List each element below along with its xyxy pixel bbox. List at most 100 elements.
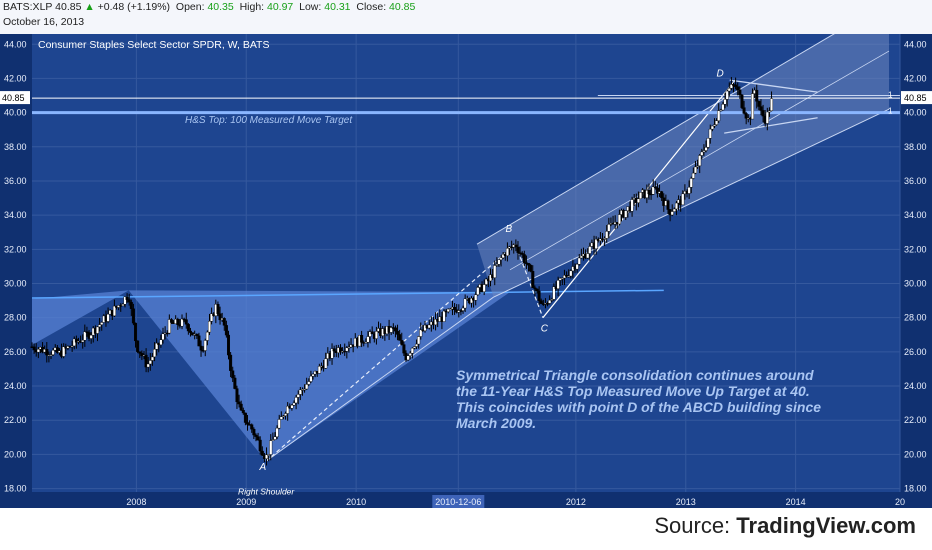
- symbol[interactable]: BATS:XLP: [3, 1, 53, 13]
- candle-body: [305, 384, 309, 390]
- candle-body: [681, 193, 685, 206]
- candle-body: [364, 341, 368, 344]
- candle-body: [717, 110, 721, 121]
- y-tick-left-label: 22.00: [4, 415, 27, 425]
- candle-body: [647, 190, 651, 195]
- y-tick-right-label: 24.00: [904, 381, 927, 391]
- candle-body: [290, 404, 294, 409]
- commentary-line: March 2009.: [456, 415, 536, 431]
- price-chart[interactable]: 18.00 18.00 20.00 20.00 22.00 22.00 24.00 24.00…: [0, 34, 932, 508]
- candle-body: [159, 339, 163, 346]
- candle-body: [415, 343, 419, 347]
- candle-body: [303, 388, 307, 391]
- candle-body: [188, 330, 192, 333]
- candle-body: [229, 354, 233, 371]
- high-value: 40.97: [267, 1, 294, 13]
- candle-body: [106, 313, 110, 322]
- candle-body: [497, 259, 501, 265]
- candle-body: [630, 199, 634, 212]
- candle-body: [146, 363, 150, 368]
- candle-body: [427, 324, 431, 329]
- candle-body: [660, 191, 664, 198]
- bc-leg: [514, 243, 544, 318]
- candle-body: [546, 303, 550, 305]
- candle-body: [136, 340, 140, 352]
- y-tick-right-label: 28.00: [904, 313, 927, 323]
- candle-body: [70, 345, 74, 348]
- candle-body: [696, 165, 700, 168]
- candle-body: [186, 324, 190, 332]
- candle-body: [531, 271, 535, 288]
- candle-body: [400, 340, 404, 345]
- candle-body: [499, 257, 503, 261]
- x-tick-label: 2012: [566, 497, 586, 507]
- candle-body: [286, 405, 290, 414]
- candle-body: [176, 318, 180, 325]
- candle-body: [586, 253, 590, 259]
- candle-body: [254, 434, 258, 437]
- candle-body: [298, 389, 302, 395]
- candle-body: [575, 264, 579, 270]
- y-tick-right-label: 34.00: [904, 210, 927, 220]
- candle-body: [72, 338, 76, 347]
- y-tick-left-label: 18.00: [4, 484, 27, 494]
- candle-body: [751, 93, 755, 120]
- candle-body: [150, 356, 154, 361]
- close-label: Close:: [356, 1, 387, 13]
- candle-body: [670, 211, 674, 216]
- candle-body: [408, 352, 412, 356]
- candle-body: [241, 410, 245, 414]
- candle-body: [127, 299, 131, 303]
- candle-body: [207, 321, 211, 333]
- candle-body: [347, 346, 351, 349]
- candle-body: [239, 403, 243, 411]
- candle-body: [393, 327, 397, 332]
- candle-body: [624, 210, 628, 218]
- candle-body: [738, 89, 742, 96]
- candle-body: [265, 454, 269, 459]
- candle-body: [279, 416, 283, 420]
- candle-body: [402, 344, 406, 354]
- candle-body: [734, 84, 738, 87]
- candle-body: [96, 326, 100, 334]
- candle-body: [448, 308, 452, 311]
- y-tick-left-label: 40.00: [4, 108, 27, 118]
- candle-body: [527, 263, 531, 266]
- candle-body: [727, 88, 731, 92]
- candle-body: [233, 377, 237, 389]
- candle-body: [324, 358, 328, 369]
- candle-body: [510, 246, 514, 249]
- y-tick-left-label: 38.00: [4, 142, 27, 152]
- open-value: 40.35: [207, 1, 234, 13]
- channel-lower: [493, 108, 890, 298]
- candle-body: [317, 366, 321, 374]
- candle-body: [567, 275, 571, 278]
- candle-body: [296, 394, 300, 398]
- candle-body: [767, 110, 771, 113]
- point-c-label: C: [541, 323, 549, 334]
- quote-date: October 16, 2013: [3, 16, 85, 28]
- x-tick-label: 2009: [236, 497, 256, 507]
- source-prefix: Source:: [654, 513, 737, 538]
- candle-body: [723, 99, 727, 105]
- candle-body: [453, 306, 457, 310]
- x-tick-label: 2008: [126, 497, 146, 507]
- candle-body: [125, 296, 129, 300]
- candle-body: [100, 322, 104, 325]
- candle-body: [617, 214, 621, 225]
- y-tick-right-label: 38.00: [904, 142, 927, 152]
- candle-body: [199, 345, 203, 351]
- candle-body: [474, 294, 478, 301]
- candle-body: [205, 331, 209, 341]
- candle-body: [140, 353, 144, 357]
- x-tick-label: 2010-12-06: [435, 497, 481, 507]
- candle-body: [360, 335, 364, 343]
- candle-body: [579, 255, 583, 259]
- candle-body: [548, 299, 552, 304]
- candle-body: [36, 349, 40, 353]
- candle-body: [374, 331, 378, 339]
- candle-body: [32, 346, 36, 351]
- candle-body: [550, 299, 554, 301]
- candle-body: [222, 318, 226, 326]
- y-tick-left-label: 32.00: [4, 244, 27, 254]
